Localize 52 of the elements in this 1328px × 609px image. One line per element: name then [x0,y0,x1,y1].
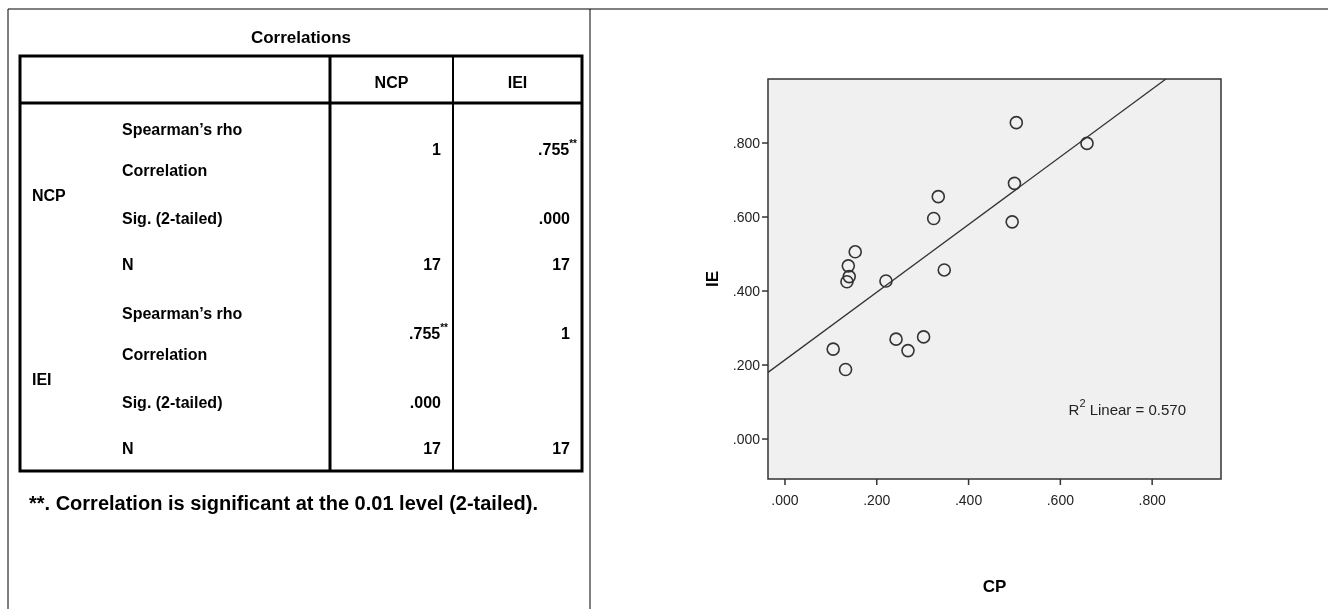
annotation: R$^{2}$ Linear = 0.570 [1068,397,1186,418]
text: 17 [423,255,441,273]
text: .000 [538,209,570,227]
point [937,263,952,277]
x-tick-label: .000 [771,492,799,508]
text: N [122,439,134,457]
text: Spearman’s rho Correlation [122,120,243,178]
x-tick-label: .200 [863,492,891,508]
text: Spearman’s rho Correlation [122,304,243,362]
y-tick-label: .600 [732,209,761,226]
text: N [122,255,134,273]
y-tick-label: .400 [732,283,761,300]
point [1007,176,1022,191]
point [879,274,893,288]
text: Sig. (2-tailed) [122,393,223,411]
point [931,189,946,204]
category-label: IEI [32,370,52,388]
x-tick-label: .800 [1138,492,1166,508]
text: 1 [432,140,441,158]
text: .000 [409,393,441,411]
point [838,362,853,377]
text: **. Correlation is significant at the 0.01 level (2-tailed). [29,492,539,514]
category-label: IEI [507,74,528,91]
y-tick-label: .200 [732,357,761,374]
point [1009,115,1024,130]
category-label: NCP [32,186,66,204]
text: Sig. (2-tailed) [122,209,223,227]
text: 17 [552,255,570,273]
category-label: NCP [374,74,409,91]
y-tick-label: .000 [732,431,761,448]
text: .755$^{**}$ [538,138,577,158]
point [1080,136,1094,151]
x-axis-title: CP [982,576,1007,596]
text: Correlations [250,27,352,47]
y-tick-label: .800 [732,135,761,152]
y-axis-title: IE [702,270,722,288]
text: 17 [423,439,441,457]
x-tick-label: .400 [954,492,983,508]
point [916,330,931,344]
point [848,245,862,259]
point [1005,215,1019,229]
point [842,269,857,284]
x-tick-label: .600 [1046,492,1075,508]
text: 1 [561,324,570,342]
text: .755$^{**}$ [409,322,448,342]
point [826,342,840,356]
text: 17 [552,439,570,457]
point [841,259,856,273]
point [840,274,854,289]
point [889,332,903,346]
point [901,343,915,358]
point [926,211,941,226]
